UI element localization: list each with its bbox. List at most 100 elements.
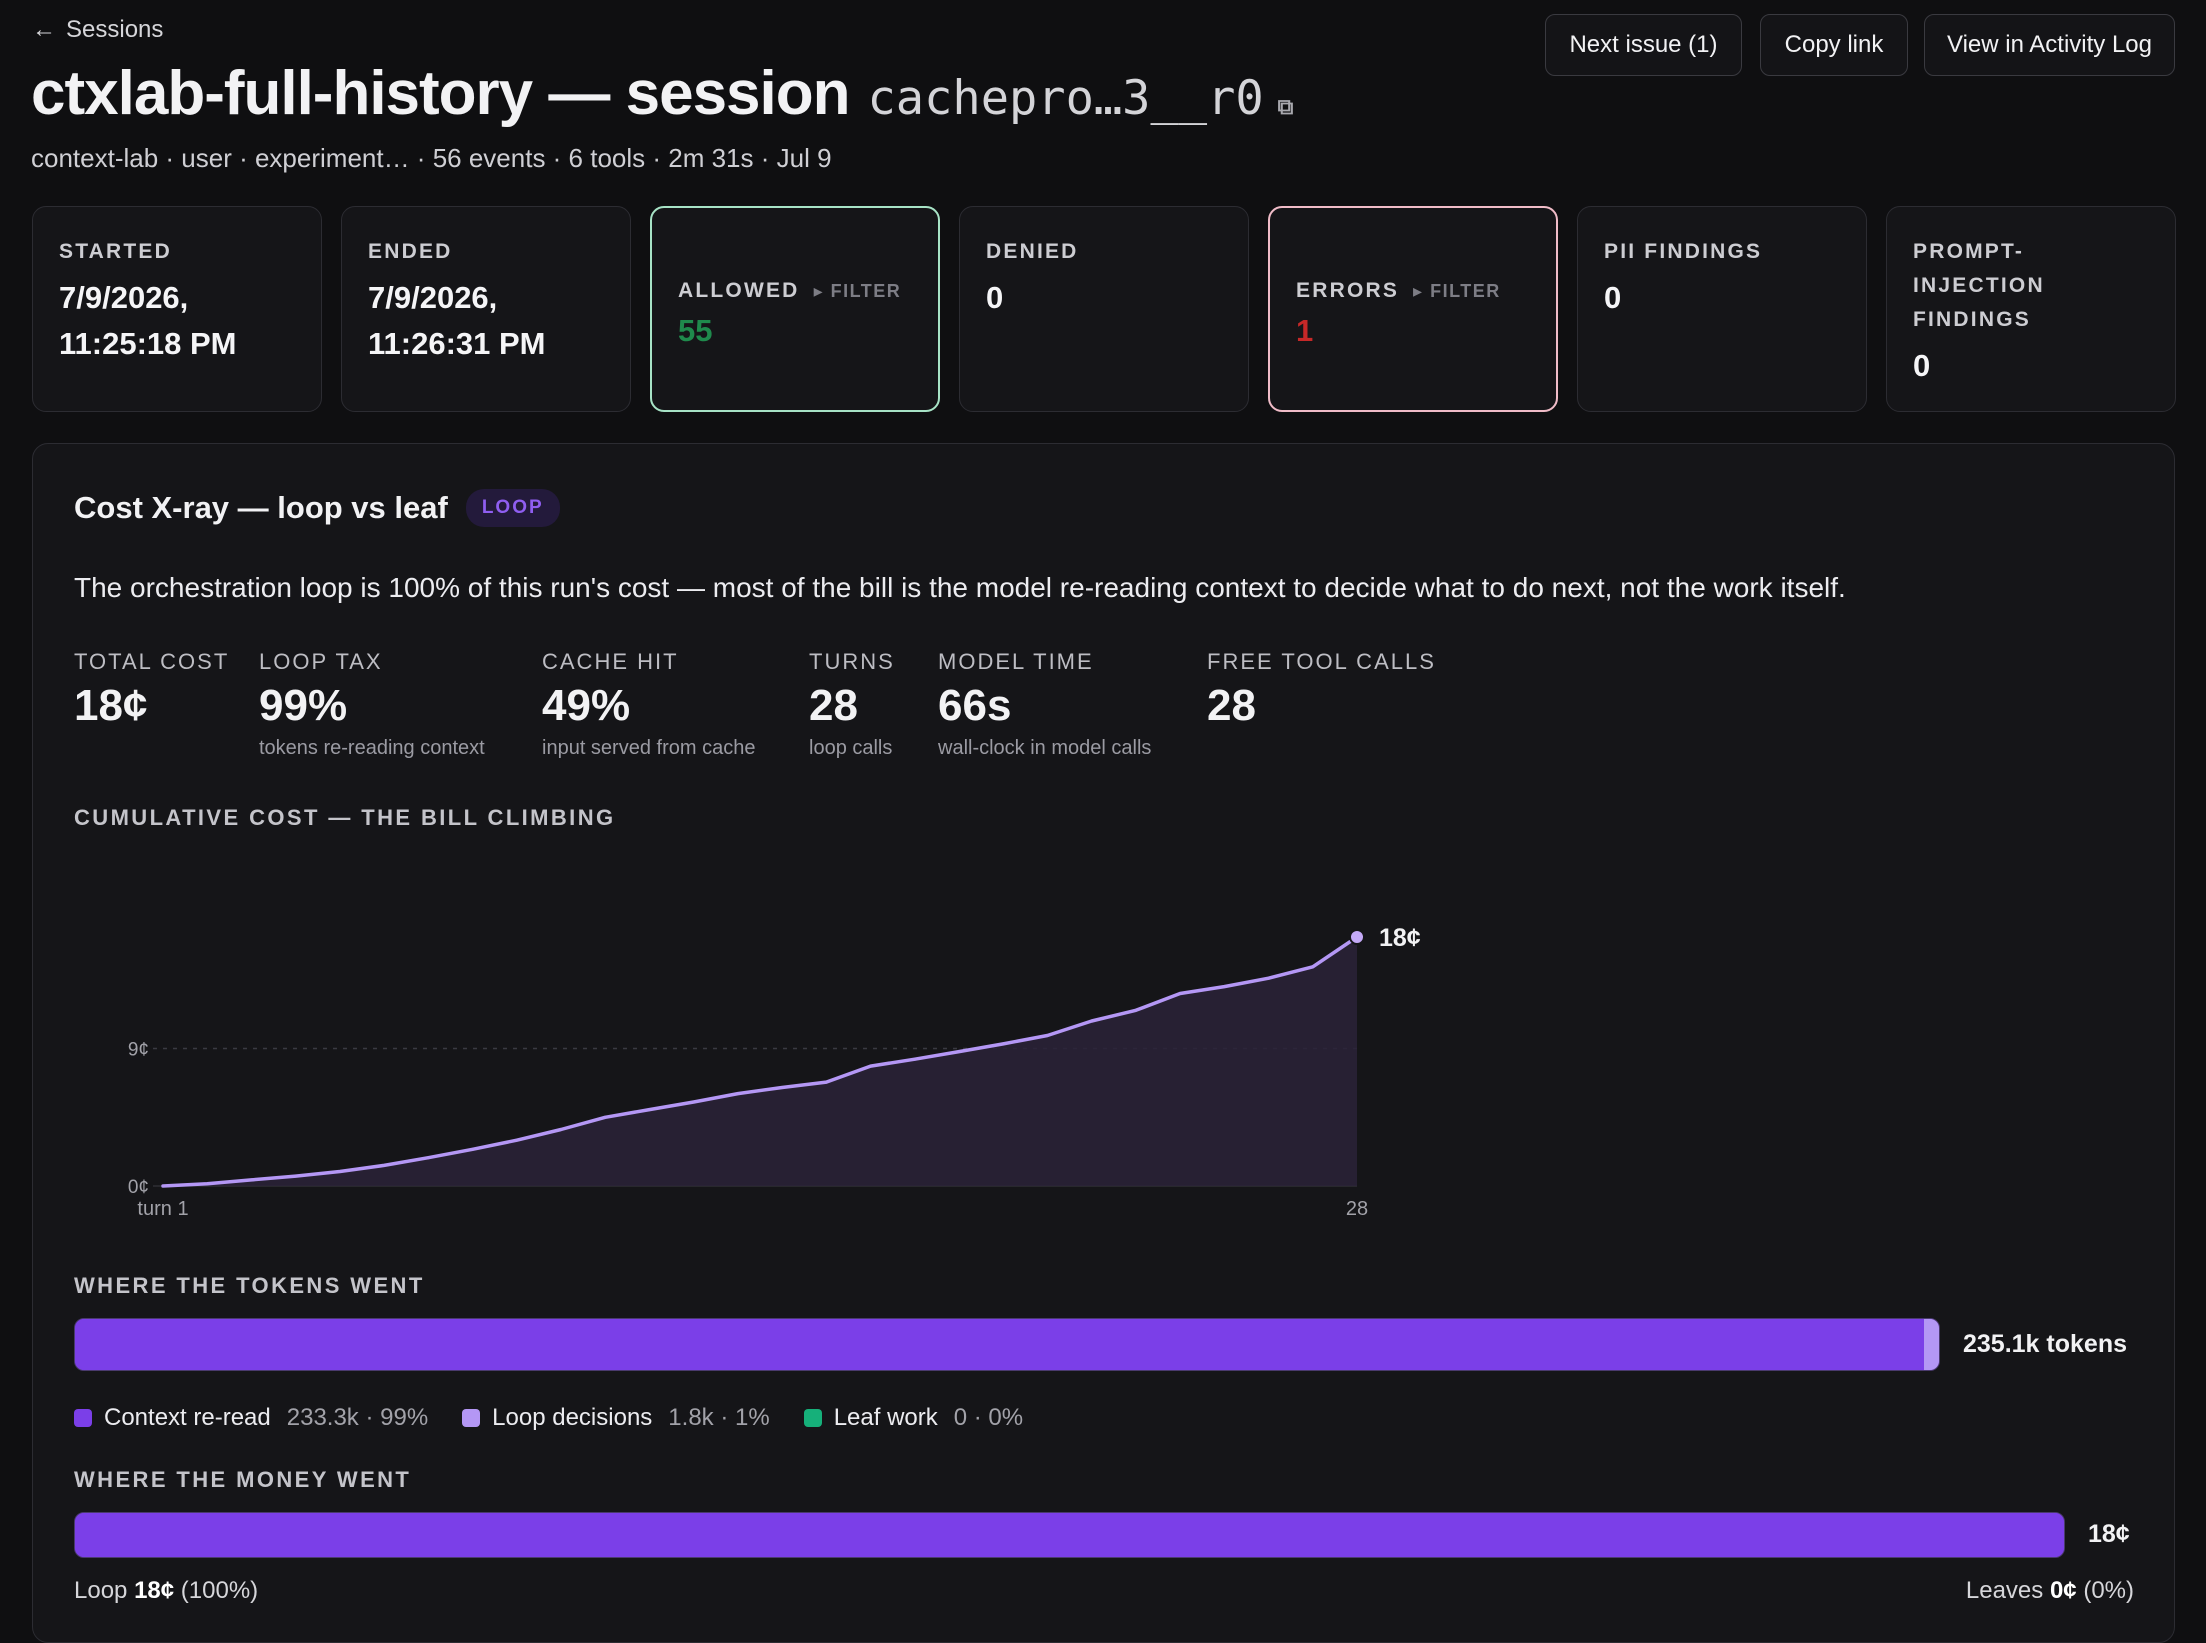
loop-badge: LOOP — [465, 489, 560, 527]
stat-value: 7/9/2026, 11:25:18 PM — [59, 275, 321, 367]
view-activity-log-button[interactable]: View in Activity Log — [1924, 14, 2175, 76]
stat-card-errors[interactable]: ERRORS ▸ FILTER 1 — [1268, 206, 1558, 412]
data-point — [780, 1085, 784, 1089]
stat-value-line: 7/9/2026, — [368, 280, 498, 315]
cost-xray-title-text: Cost X-ray — loop vs leaf — [74, 490, 448, 525]
tokens-bar — [74, 1318, 1940, 1371]
stat-value: 1 — [1296, 313, 1314, 348]
data-point — [736, 1092, 740, 1096]
metric-label: FREE TOOL CALLS — [1207, 649, 1436, 674]
y-tick-label: 9¢ — [128, 1040, 149, 1061]
stat-label: ERRORS ▸ FILTER — [1296, 274, 1556, 308]
data-point — [1178, 992, 1182, 995]
legend-num: 1.8k · 1% — [668, 1404, 770, 1431]
cost-xray-description: The orchestration loop is 100% of this r… — [74, 572, 1846, 603]
stat-card-allowed[interactable]: ALLOWED ▸ FILTER 55 — [650, 206, 940, 412]
filter-label: FILTER — [830, 281, 902, 301]
copy-link-button[interactable]: Copy link — [1760, 14, 1908, 76]
money-loop-summary: Loop 18¢ (100%) — [74, 1577, 258, 1605]
metric-sub: wall-clock in model calls — [938, 737, 1152, 759]
data-point — [824, 1080, 828, 1084]
data-point — [1267, 976, 1271, 980]
money-total: 18¢ — [2088, 1520, 2130, 1548]
cost-line — [161, 935, 1359, 1188]
stat-card-ended: ENDED 7/9/2026, 11:26:31 PM — [341, 206, 631, 412]
tokens-section-label: WHERE THE TOKENS WENT — [74, 1273, 425, 1298]
end-point-marker — [1349, 928, 1365, 945]
legend-name: Context re-read — [104, 1404, 271, 1431]
session-id: cachepro…3__r0 — [867, 71, 1264, 126]
x-tick-label: turn 1 — [137, 1198, 188, 1220]
data-point — [913, 1057, 917, 1061]
data-point — [382, 1163, 386, 1167]
metric-label: TOTAL COST — [74, 649, 230, 674]
legend-swatch-context-reread — [74, 1409, 92, 1427]
stat-label: PII FINDINGS — [1604, 240, 1763, 263]
y-tick-label: 0¢ — [128, 1177, 149, 1198]
data-point — [1222, 985, 1226, 989]
data-point — [471, 1147, 475, 1151]
data-point — [515, 1138, 519, 1142]
copy-icon[interactable]: ⧉ — [1277, 94, 1294, 119]
stat-label: ENDED — [368, 240, 453, 263]
stat-label: STARTED — [59, 240, 173, 263]
data-point — [161, 1184, 165, 1188]
legend-num: 0 · 0% — [953, 1404, 1024, 1431]
caret-right-icon: ▸ — [1413, 281, 1431, 301]
data-point — [1311, 965, 1315, 969]
legend-item: Loop decisions 1.8k · 1% — [462, 1404, 770, 1432]
data-point — [205, 1182, 209, 1186]
end-value-label: 18¢ — [1379, 924, 1421, 952]
legend-name: Leaf work — [833, 1404, 938, 1431]
next-issue-button[interactable]: Next issue (1) — [1545, 14, 1742, 76]
session-subtitle: context-lab · user · experiment… · 56 ev… — [31, 143, 832, 173]
money-loop-value: 18¢ — [134, 1577, 175, 1604]
metric-label: TURNS — [809, 649, 895, 674]
metric-sub: input served from cache — [542, 737, 756, 759]
data-point — [426, 1156, 430, 1160]
cost-xray-title: Cost X-ray — loop vs leaf LOOP — [74, 489, 560, 527]
tokens-bar-segment — [75, 1319, 1925, 1370]
metric-cache-hit: CACHE HIT 49% input served from cache — [542, 649, 755, 760]
metric-sub: tokens re-reading context — [259, 737, 485, 759]
stat-value-line: 7/9/2026, — [59, 280, 189, 315]
stat-card-pii-findings: PII FINDINGS 0 — [1577, 206, 1867, 412]
cost-area — [163, 937, 1357, 1186]
filter-link[interactable]: ▸ FILTER — [814, 281, 902, 301]
data-point — [957, 1050, 961, 1054]
stat-label-text: ERRORS — [1296, 279, 1400, 302]
tokens-total: 235.1k tokens — [1963, 1330, 2127, 1358]
cumulative-cost-chart: 0¢ 9¢ turn 1 28 18¢ — [128, 924, 1421, 1220]
stat-card-denied: DENIED 0 — [959, 206, 1249, 412]
stat-value-line: 11:25:18 PM — [59, 326, 237, 361]
money-loop-pct: (100%) — [180, 1577, 259, 1604]
stat-label: PROMPT- INJECTION FINDINGS — [1913, 235, 2175, 337]
back-label: Sessions — [66, 16, 164, 43]
back-to-sessions-link[interactable]: ← Sessions — [32, 16, 163, 44]
stat-value: 0 — [986, 280, 1004, 315]
tokens-bar-segment — [1924, 1319, 1939, 1370]
money-bar — [74, 1512, 2065, 1558]
money-leaves-prefix: Leaves — [1965, 1577, 2044, 1604]
stat-value: 55 — [678, 313, 713, 348]
money-loop-prefix: Loop — [74, 1577, 128, 1604]
money-leaves-pct: (0%) — [2083, 1577, 2134, 1604]
stat-label: ALLOWED ▸ FILTER — [678, 274, 938, 308]
legend-item: Leaf work 0 · 0% — [803, 1404, 1024, 1432]
money-bar-segment — [75, 1513, 2064, 1557]
metric-loop-tax: LOOP TAX 99% tokens re-reading context — [259, 649, 485, 760]
stat-value: 0 — [1604, 280, 1622, 315]
stat-label: DENIED — [986, 240, 1079, 263]
filter-link[interactable]: ▸ FILTER — [1413, 281, 1501, 301]
stat-label-line: INJECTION — [1913, 274, 2045, 297]
metric-label: CACHE HIT — [542, 649, 679, 674]
metric-sub: loop calls — [809, 737, 893, 759]
stat-card-prompt-injection: PROMPT- INJECTION FINDINGS 0 — [1886, 206, 2176, 412]
metric-value: 28 — [809, 681, 858, 730]
metric-model-time: MODEL TIME 66s wall-clock in model calls — [938, 649, 1151, 760]
metric-label: MODEL TIME — [938, 649, 1094, 674]
data-point — [249, 1178, 253, 1182]
caret-right-icon: ▸ — [813, 281, 831, 301]
stat-label-line: FINDINGS — [1913, 308, 2031, 331]
filter-label: FILTER — [1430, 281, 1501, 301]
